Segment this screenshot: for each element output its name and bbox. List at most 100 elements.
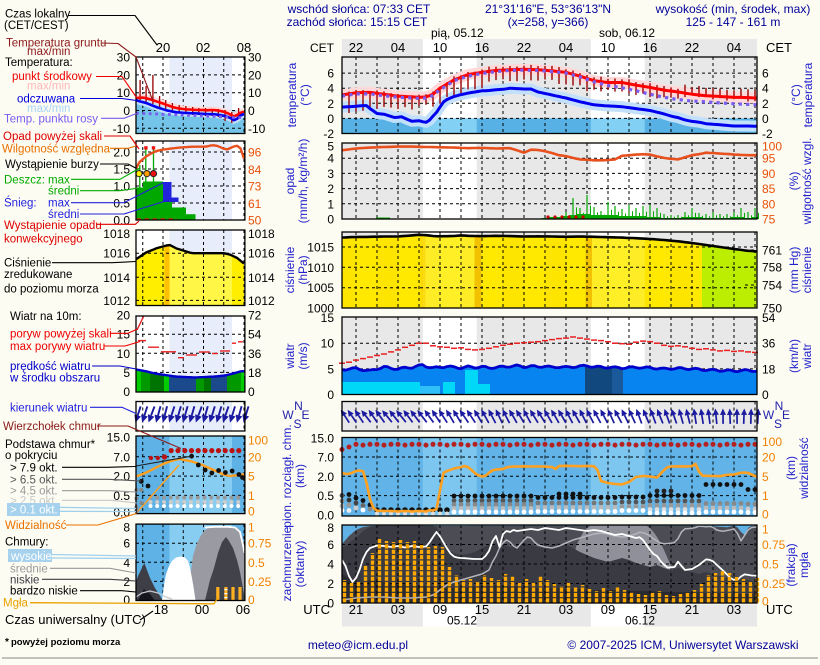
svg-text:1: 1 bbox=[248, 521, 255, 535]
svg-text:0.25: 0.25 bbox=[248, 575, 272, 589]
svg-text:03: 03 bbox=[727, 602, 741, 617]
svg-text:Wystąpienie burzy: Wystąpienie burzy bbox=[5, 159, 99, 171]
svg-text:(km): (km) bbox=[293, 464, 307, 488]
svg-text:Śnieg:: Śnieg: bbox=[4, 197, 37, 210]
svg-text:(CET/CEST): (CET/CEST) bbox=[4, 20, 69, 32]
svg-text:(oktanty): (oktanty) bbox=[293, 541, 307, 588]
svg-text:03: 03 bbox=[559, 602, 573, 617]
svg-text:0: 0 bbox=[327, 112, 334, 126]
svg-text:w środku obszaru: w środku obszaru bbox=[9, 372, 100, 384]
svg-text:temperatura: temperatura bbox=[801, 62, 815, 127]
svg-text:16: 16 bbox=[643, 40, 657, 55]
svg-text:72: 72 bbox=[248, 309, 262, 323]
svg-text:Wilgotność względna: Wilgotność względna bbox=[2, 143, 111, 155]
svg-text:18: 18 bbox=[248, 366, 262, 380]
svg-text:niskie: niskie bbox=[10, 574, 39, 586]
svg-text:04: 04 bbox=[559, 40, 573, 55]
svg-text:758: 758 bbox=[762, 261, 782, 275]
svg-text:wschód słońca: 07:33 CET: wschód słońca: 07:33 CET bbox=[287, 2, 431, 16]
svg-text:Widzialność: Widzialność bbox=[5, 520, 67, 532]
svg-text:Ciśnienie: Ciśnienie bbox=[4, 258, 51, 270]
svg-text:73: 73 bbox=[248, 180, 262, 194]
svg-text:15: 15 bbox=[321, 311, 335, 325]
svg-text:(km): (km) bbox=[784, 456, 798, 480]
svg-text:0: 0 bbox=[123, 385, 130, 399]
svg-text:20: 20 bbox=[117, 68, 131, 82]
svg-text:21: 21 bbox=[517, 602, 531, 617]
svg-text:wilgotność wzgl.: wilgotność wzgl. bbox=[800, 138, 814, 226]
svg-text:0.5: 0.5 bbox=[248, 556, 265, 570]
svg-text:E: E bbox=[301, 408, 309, 422]
svg-text:max: max bbox=[48, 174, 70, 186]
svg-text:100: 100 bbox=[248, 434, 268, 448]
svg-text:bardzo niskie: bardzo niskie bbox=[10, 586, 78, 598]
svg-text:10: 10 bbox=[117, 347, 131, 361]
svg-text:ciśnienie: ciśnienie bbox=[283, 246, 297, 293]
svg-text:CET: CET bbox=[310, 41, 335, 55]
svg-text:2: 2 bbox=[327, 97, 334, 111]
svg-text:15.0: 15.0 bbox=[311, 431, 335, 445]
svg-text:0: 0 bbox=[248, 104, 255, 118]
svg-text:0.75: 0.75 bbox=[248, 537, 272, 551]
svg-text:21: 21 bbox=[349, 602, 363, 617]
svg-text:1: 1 bbox=[248, 489, 255, 503]
svg-text:0.5: 0.5 bbox=[113, 197, 130, 211]
svg-text:(%): (%) bbox=[787, 172, 801, 191]
svg-text:21°31'16"E, 53°36'13"N: 21°31'16"E, 53°36'13"N bbox=[485, 2, 611, 16]
svg-text:90: 90 bbox=[762, 167, 776, 181]
svg-text:(m/s): (m/s) bbox=[296, 342, 310, 369]
svg-text:00: 00 bbox=[195, 602, 209, 617]
svg-text:UTC: UTC bbox=[303, 602, 330, 617]
svg-text:wiatr: wiatr bbox=[800, 343, 814, 369]
svg-text:1012: 1012 bbox=[103, 294, 130, 308]
svg-text:754: 754 bbox=[762, 279, 782, 293]
svg-text:wiatr: wiatr bbox=[283, 343, 297, 369]
svg-text:mgła: mgła bbox=[797, 552, 811, 578]
svg-text:04: 04 bbox=[727, 40, 741, 55]
svg-text:15: 15 bbox=[117, 328, 131, 342]
svg-text:1.0: 1.0 bbox=[113, 180, 130, 194]
svg-text:1012: 1012 bbox=[248, 294, 275, 308]
svg-text:ciśnienie: ciśnienie bbox=[800, 246, 814, 293]
svg-text:22: 22 bbox=[685, 40, 699, 55]
svg-text:10: 10 bbox=[433, 40, 447, 55]
svg-text:pią, 05.12: pią, 05.12 bbox=[431, 26, 484, 40]
svg-text:zachmurzenie: zachmurzenie bbox=[280, 526, 294, 601]
svg-text:Czas uniwersalny (UTC): Czas uniwersalny (UTC) bbox=[5, 612, 146, 627]
svg-text:> 0.1 okt.: > 0.1 okt. bbox=[10, 504, 58, 516]
svg-text:opad: opad bbox=[283, 168, 297, 195]
svg-text:*: * bbox=[5, 637, 9, 648]
svg-text:761: 761 bbox=[762, 244, 782, 258]
svg-text:do poziomu morza: do poziomu morza bbox=[4, 283, 99, 295]
svg-text:30: 30 bbox=[248, 51, 262, 65]
svg-text:1018: 1018 bbox=[103, 227, 130, 241]
svg-text:36: 36 bbox=[762, 337, 776, 351]
svg-text:2.0: 2.0 bbox=[113, 470, 130, 484]
svg-text:02: 02 bbox=[196, 40, 210, 55]
svg-text:(hPa): (hPa) bbox=[296, 255, 310, 284]
svg-text:09: 09 bbox=[433, 602, 447, 617]
svg-text:S: S bbox=[293, 417, 301, 431]
svg-text:20: 20 bbox=[117, 309, 131, 323]
svg-text:1018: 1018 bbox=[248, 227, 275, 241]
svg-text:5: 5 bbox=[248, 470, 255, 484]
svg-text:04: 04 bbox=[391, 40, 405, 55]
svg-text:> 7.9 okt.: > 7.9 okt. bbox=[10, 462, 58, 474]
svg-text:50: 50 bbox=[248, 214, 262, 228]
svg-text:18: 18 bbox=[762, 362, 776, 376]
svg-text:2: 2 bbox=[327, 182, 334, 196]
svg-text:85: 85 bbox=[762, 182, 776, 196]
svg-text:> 6.5 okt.: > 6.5 okt. bbox=[10, 474, 58, 486]
svg-text:zredukowane: zredukowane bbox=[4, 269, 72, 281]
svg-text:10: 10 bbox=[601, 40, 615, 55]
svg-text:2.0: 2.0 bbox=[317, 470, 334, 484]
svg-text:konwekcyjnego: konwekcyjnego bbox=[4, 234, 83, 246]
svg-text:wysokość (min, środek, max): wysokość (min, środek, max) bbox=[655, 2, 811, 16]
svg-text:84: 84 bbox=[248, 163, 262, 177]
svg-text:20: 20 bbox=[248, 450, 262, 464]
svg-text:10: 10 bbox=[321, 337, 335, 351]
svg-text:4: 4 bbox=[762, 82, 769, 96]
svg-text:3: 3 bbox=[327, 167, 334, 181]
svg-text:0.0: 0.0 bbox=[113, 214, 130, 228]
svg-text:-10: -10 bbox=[113, 122, 131, 136]
